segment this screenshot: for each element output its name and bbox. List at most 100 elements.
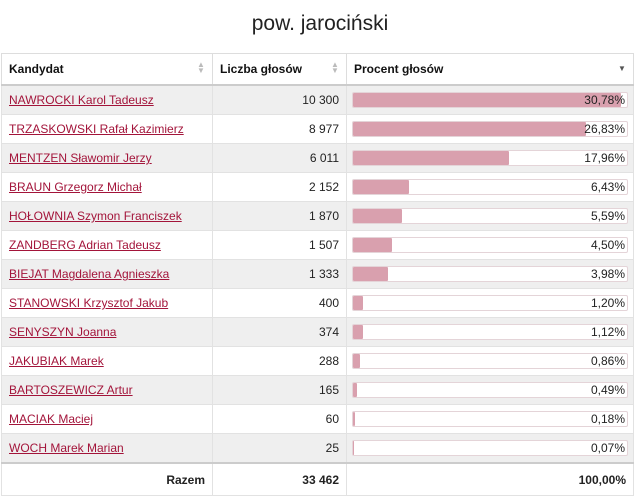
table-row: STANOWSKI Krzysztof Jakub 400 1,20% — [1, 288, 634, 318]
percent-label: 3,98% — [590, 267, 625, 281]
percent-cell: 3,98% — [346, 259, 634, 289]
percent-label: 6,43% — [590, 180, 625, 194]
table-row: BIEJAT Magdalena Agnieszka 1 333 3,98% — [1, 259, 634, 289]
percent-label: 30,78% — [584, 93, 625, 107]
percent-bar-fill — [353, 93, 621, 107]
candidate-cell: HOŁOWNIA Szymon Franciszek — [1, 201, 213, 231]
votes-cell: 400 — [212, 288, 347, 318]
table-row: NAWROCKI Karol Tadeusz 10 300 30,78% — [1, 84, 634, 115]
percent-bar — [352, 92, 628, 108]
total-row: Razem 33 462 100,00% — [1, 462, 634, 496]
candidate-link[interactable]: MACIAK Maciej — [9, 412, 94, 426]
percent-bar — [352, 237, 628, 253]
percent-bar-fill — [353, 122, 587, 136]
votes-cell: 6 011 — [212, 143, 347, 173]
percent-bar-fill — [353, 441, 355, 455]
percent-label: 0,18% — [590, 412, 625, 426]
percent-cell: 17,96% — [346, 143, 634, 173]
candidate-cell: ZANDBERG Adrian Tadeusz — [1, 230, 213, 260]
percent-label: 0,07% — [590, 441, 625, 455]
percent-cell: 30,78% — [346, 84, 634, 115]
candidate-link[interactable]: SENYSZYN Joanna — [9, 325, 117, 339]
candidate-cell: BARTOSZEWICZ Artur — [1, 375, 213, 405]
percent-bar-fill — [353, 151, 510, 165]
candidate-cell: SENYSZYN Joanna — [1, 317, 213, 347]
candidate-link[interactable]: NAWROCKI Karol Tadeusz — [9, 93, 154, 107]
results-table: Kandydat ▲ ▼ Liczba głosów ▲ ▼ Procent gło… — [1, 53, 634, 496]
table-row: TRZASKOWSKI Rafał Kazimierz 8 977 26,83% — [1, 114, 634, 144]
candidate-link[interactable]: TRZASKOWSKI Rafał Kazimierz — [9, 122, 184, 136]
candidate-cell: BIEJAT Magdalena Agnieszka — [1, 259, 213, 289]
percent-cell: 1,12% — [346, 317, 634, 347]
percent-cell: 0,07% — [346, 433, 634, 464]
table-row: ZANDBERG Adrian Tadeusz 1 507 4,50% — [1, 230, 634, 260]
percent-label: 17,96% — [584, 151, 625, 165]
table-row: HOŁOWNIA Szymon Franciszek 1 870 5,59% — [1, 201, 634, 231]
percent-bar-fill — [353, 325, 363, 339]
percent-bar — [352, 179, 628, 195]
total-percent: 100,00% — [346, 462, 634, 496]
percent-bar-fill — [353, 412, 355, 426]
percent-label: 4,50% — [590, 238, 625, 252]
candidate-cell: TRZASKOWSKI Rafał Kazimierz — [1, 114, 213, 144]
percent-bar-fill — [353, 354, 361, 368]
candidate-link[interactable]: JAKUBIAK Marek — [9, 354, 104, 368]
table-row: WOCH Marek Marian 25 0,07% — [1, 433, 634, 464]
percent-label: 0,86% — [590, 354, 625, 368]
page-title: pow. jarociński — [251, 12, 389, 35]
votes-cell: 25 — [212, 433, 347, 464]
candidate-cell: NAWROCKI Karol Tadeusz — [1, 84, 213, 115]
table-row: BARTOSZEWICZ Artur 165 0,49% — [1, 375, 634, 405]
percent-bar-fill — [353, 383, 358, 397]
percent-bar — [352, 208, 628, 224]
percent-bar — [352, 382, 628, 398]
candidate-link[interactable]: BARTOSZEWICZ Artur — [9, 383, 133, 397]
column-header-percent[interactable]: Procent głosów ▼ — [346, 53, 634, 86]
sort-descending-icon[interactable]: ▼ — [618, 64, 626, 73]
percent-label: 26,83% — [584, 122, 625, 136]
percent-bar — [352, 353, 628, 369]
percent-label: 0,49% — [590, 383, 625, 397]
percent-cell: 26,83% — [346, 114, 634, 144]
candidate-link[interactable]: HOŁOWNIA Szymon Franciszek — [9, 209, 182, 223]
percent-cell: 5,59% — [346, 201, 634, 231]
votes-cell: 165 — [212, 375, 347, 405]
total-votes: 33 462 — [212, 462, 347, 496]
sort-icon[interactable]: ▲ ▼ — [331, 60, 339, 75]
table-row: JAKUBIAK Marek 288 0,86% — [1, 346, 634, 376]
candidate-cell: STANOWSKI Krzysztof Jakub — [1, 288, 213, 318]
sort-icon[interactable]: ▲ ▼ — [197, 60, 205, 75]
votes-cell: 1 507 — [212, 230, 347, 260]
percent-bar — [352, 150, 628, 166]
percent-bar — [352, 411, 628, 427]
column-header-label: Liczba głosów — [220, 62, 303, 76]
table-row: BRAUN Grzegorz Michał 2 152 6,43% — [1, 172, 634, 202]
candidate-link[interactable]: WOCH Marek Marian — [9, 441, 124, 455]
percent-bar — [352, 266, 628, 282]
percent-bar — [352, 440, 628, 456]
percent-bar-fill — [353, 296, 364, 310]
votes-cell: 288 — [212, 346, 347, 376]
candidate-link[interactable]: ZANDBERG Adrian Tadeusz — [9, 238, 161, 252]
candidate-link[interactable]: BRAUN Grzegorz Michał — [9, 180, 142, 194]
votes-cell: 8 977 — [212, 114, 347, 144]
table-header-row: Kandydat ▲ ▼ Liczba głosów ▲ ▼ Procent gło… — [1, 53, 634, 86]
percent-bar — [352, 121, 628, 137]
candidate-link[interactable]: BIEJAT Magdalena Agnieszka — [9, 267, 170, 281]
candidate-cell: MACIAK Maciej — [1, 404, 213, 434]
percent-label: 1,12% — [590, 325, 625, 339]
column-header-candidate[interactable]: Kandydat ▲ ▼ — [1, 53, 213, 86]
candidate-cell: MENTZEN Sławomir Jerzy — [1, 143, 213, 173]
percent-cell: 4,50% — [346, 230, 634, 260]
percent-bar-fill — [353, 267, 388, 281]
column-header-label: Procent głosów — [354, 62, 444, 76]
votes-cell: 1 870 — [212, 201, 347, 231]
candidate-cell: JAKUBIAK Marek — [1, 346, 213, 376]
column-header-votes[interactable]: Liczba głosów ▲ ▼ — [212, 53, 347, 86]
column-header-label: Kandydat — [9, 62, 64, 76]
percent-bar — [352, 295, 628, 311]
candidate-link[interactable]: MENTZEN Sławomir Jerzy — [9, 151, 152, 165]
candidate-cell: BRAUN Grzegorz Michał — [1, 172, 213, 202]
candidate-link[interactable]: STANOWSKI Krzysztof Jakub — [9, 296, 169, 310]
percent-bar-fill — [353, 238, 393, 252]
